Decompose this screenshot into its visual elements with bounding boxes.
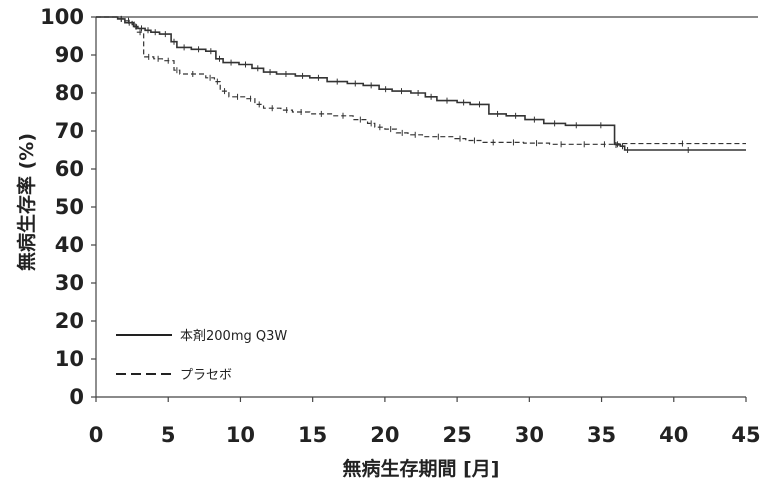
x-tick-label: 40 bbox=[659, 423, 688, 447]
x-tick-label: 0 bbox=[89, 423, 104, 447]
y-axis-label: 無病生存率 (%) bbox=[15, 133, 38, 271]
y-tick-label: 40 bbox=[55, 233, 84, 257]
y-tick-label: 60 bbox=[55, 157, 84, 181]
y-tick-label: 10 bbox=[55, 347, 84, 371]
legend-label-placebo: プラセボ bbox=[180, 368, 232, 383]
censor-marks-placebo bbox=[120, 15, 683, 149]
y-tick-label: 0 bbox=[69, 385, 84, 409]
x-tick-label: 5 bbox=[161, 423, 176, 447]
x-tick-label: 25 bbox=[442, 423, 471, 447]
y-tick-label: 70 bbox=[55, 119, 84, 143]
y-tick-label: 30 bbox=[55, 271, 84, 295]
km-curve-drug bbox=[96, 16, 746, 151]
x-tick-label: 35 bbox=[587, 423, 616, 447]
x-axis-label: 無病生存期間 [月] bbox=[343, 457, 500, 480]
y-tick-label: 50 bbox=[55, 195, 84, 219]
x-tick-label: 15 bbox=[298, 423, 327, 447]
series-layer bbox=[96, 15, 746, 153]
x-tick-label: 30 bbox=[515, 423, 544, 447]
x-tick-label: 45 bbox=[731, 423, 760, 447]
km-curve-placebo bbox=[96, 16, 746, 146]
x-tick-label: 20 bbox=[370, 423, 399, 447]
x-axis-ticks: 0 5 10 15 20 25 30 35 40 45 bbox=[89, 397, 760, 447]
legend-label-drug: 本剤200mg Q3W bbox=[180, 328, 287, 344]
y-tick-label: 80 bbox=[55, 81, 84, 105]
y-tick-label: 100 bbox=[40, 5, 84, 29]
y-axis-ticks: 0 10 20 30 40 50 60 70 80 90 100 bbox=[40, 5, 96, 409]
y-tick-label: 90 bbox=[55, 43, 84, 67]
x-tick-label: 10 bbox=[226, 423, 255, 447]
y-tick-label: 20 bbox=[55, 309, 84, 333]
legend: 本剤200mg Q3W プラセボ bbox=[116, 328, 287, 383]
